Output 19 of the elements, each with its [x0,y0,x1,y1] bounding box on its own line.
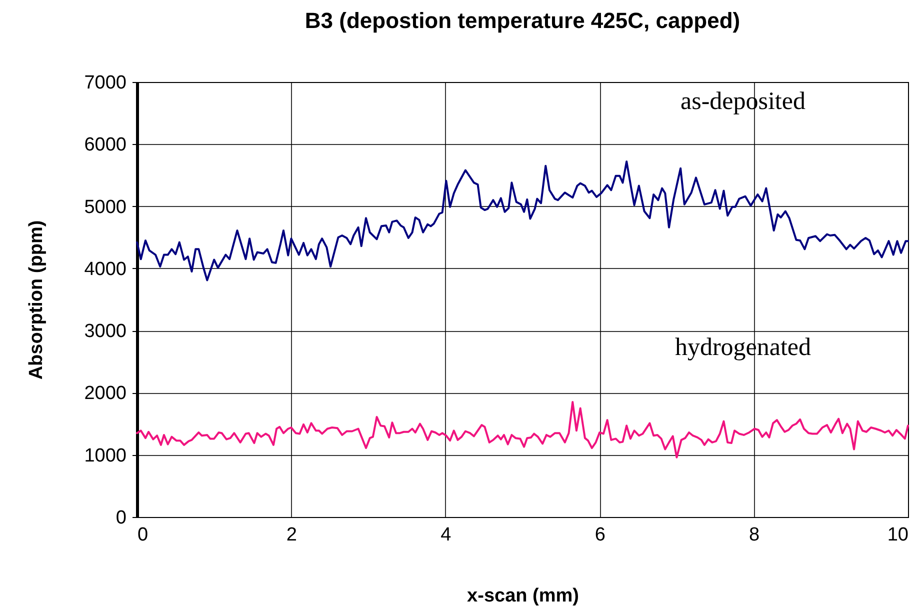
y-tick-label: 5000 [84,196,126,218]
x-tick-label: 8 [749,524,760,546]
line-series [136,401,909,458]
x-tick-label: 4 [440,524,452,546]
x-tick-label: 6 [594,524,606,546]
chart-title: B3 (depostion temperature 425C, capped) [304,8,740,33]
line-series [136,160,909,282]
y-tick-label: 0 [116,508,126,528]
y-tick-label: 3000 [84,321,126,342]
x-axis-title: x-scan (mm) [467,586,579,606]
y-axis-title: Absorption (ppm) [26,220,48,380]
x-tick-label: 10 [887,524,908,546]
x-tick-label: 0 [138,524,148,546]
y-tick-label: 1000 [84,445,126,466]
x-tick-label: 2 [286,524,297,546]
y-tick-label: 7000 [84,72,126,94]
y-tick-label: 4000 [84,258,126,280]
y-tick-label: 6000 [84,134,126,156]
y-tick-label: 2000 [84,383,126,404]
